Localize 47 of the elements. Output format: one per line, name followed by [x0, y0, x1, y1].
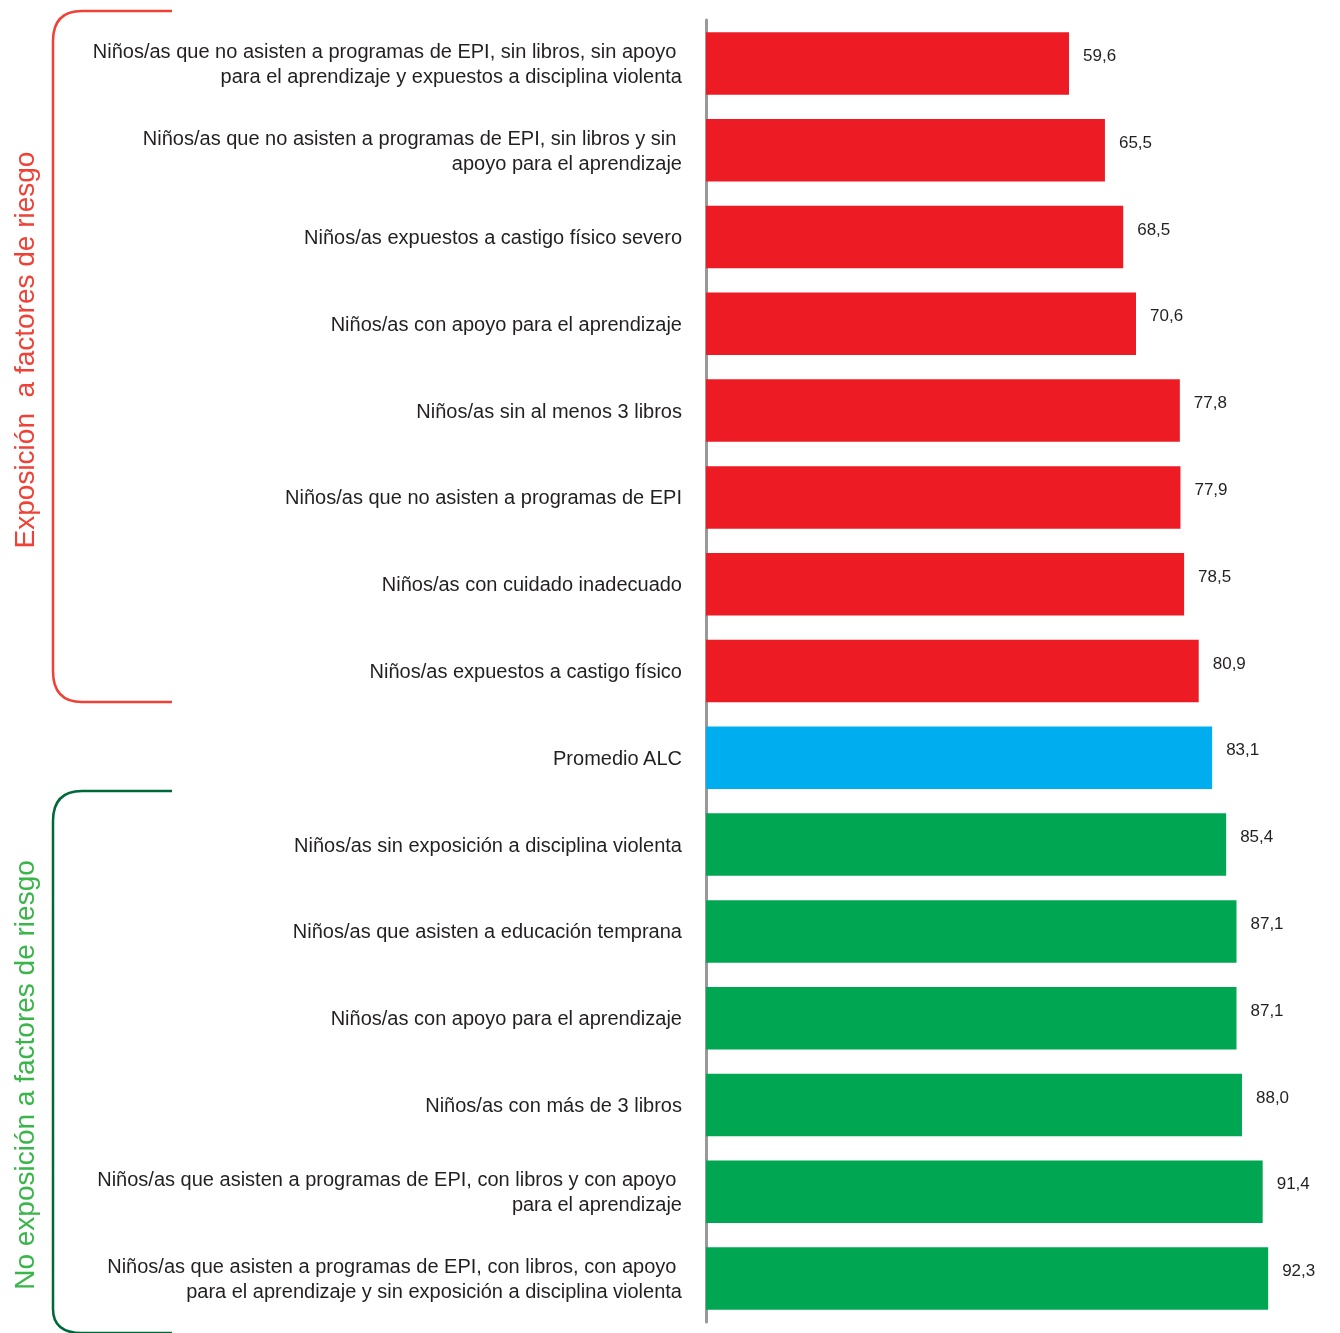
y-tick-label: Niños/as que asisten a programas de EPI, con libros y con apoyo para el aprendizaje	[97, 1168, 682, 1216]
bar	[706, 639, 1199, 703]
bar	[706, 1160, 1263, 1224]
text: Exposición a factores de riesgo	[8, 151, 40, 549]
y-tick-label: Niños/as sin exposición a disciplina violenta	[294, 833, 683, 856]
y-tick-label: Niños/as expuestos a castigo físico	[369, 660, 682, 682]
y-tick-label: Niños/as que no asisten a programas de EPI	[285, 486, 682, 509]
bar	[706, 32, 1069, 95]
y-tick-label: Niños/as con apoyo para el aprendizaje	[330, 1007, 682, 1030]
bar	[706, 1073, 1242, 1137]
bar	[706, 292, 1136, 356]
y-tick-label: Niños/as expuestos a castigo físico severo	[304, 226, 682, 248]
bar	[706, 813, 1227, 876]
y-tick-label: Niños/as con más de 3 libros	[425, 1094, 682, 1116]
data-label: 91,4	[1276, 1174, 1310, 1194]
bar	[706, 379, 1180, 442]
data-label: 77,9	[1194, 479, 1228, 499]
bar	[706, 726, 1213, 790]
data-label: 80,9	[1212, 653, 1246, 673]
data-label: 92,3	[1282, 1261, 1316, 1281]
data-label: 68,5	[1137, 219, 1171, 239]
y-tick-label: Niños/as sin al menos 3 libros	[416, 399, 682, 422]
bar	[706, 466, 1181, 529]
bar	[706, 986, 1237, 1050]
y-tick-label: Niños/as con cuidado inadecuado	[381, 573, 682, 596]
bar	[706, 900, 1237, 963]
data-label: 78,5	[1198, 566, 1232, 586]
bar	[706, 205, 1124, 269]
data-label: 85,4	[1240, 827, 1274, 847]
bar	[706, 118, 1105, 182]
y-tick-label: Niños/as que no asisten a programas de EPI, sin libros y sin apoyo para el aprendizaje	[142, 126, 682, 174]
y-tick-label: Niños/as con apoyo para el aprendizaje	[330, 312, 682, 335]
data-label: 70,6	[1150, 306, 1184, 326]
y-tick-label: Niños/as que asisten a programas de EPI, con libros, con apoyo para el aprendizaje y sin exposición a disciplina violenta	[107, 1255, 683, 1303]
data-label: 65,5	[1118, 132, 1153, 152]
y-tick-label: Promedio ALC	[553, 746, 682, 769]
data-label: 88,0	[1255, 1087, 1290, 1107]
data-label: 77,8	[1193, 393, 1227, 413]
bar	[706, 1247, 1269, 1310]
y-tick-label: Niños/as que no asisten a programas de EPI, sin libros, sin apoyo para el aprendizaje y expuestos a disciplina violenta	[92, 39, 683, 87]
text: No exposición a factores de riesgo	[8, 860, 40, 1290]
y-tick-label: Niños/as que asisten a educación temprana	[292, 920, 683, 943]
bar	[706, 552, 1185, 616]
data-label: 87,1	[1250, 1000, 1284, 1020]
data-label: 83,1	[1226, 740, 1260, 760]
data-label: 59,6	[1083, 45, 1117, 65]
data-label: 87,1	[1250, 913, 1284, 933]
